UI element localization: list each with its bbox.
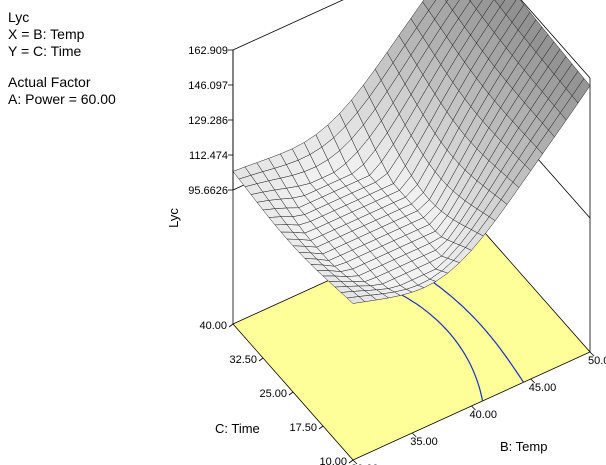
z-tick-label: 95.6626 xyxy=(188,185,228,197)
actual-factor-title: Actual Factor xyxy=(8,74,91,90)
x-tick xyxy=(471,405,476,411)
x-tick xyxy=(530,378,536,384)
z-tick-label: 162.909 xyxy=(188,45,228,57)
z-tick-label: 112.474 xyxy=(189,150,228,162)
y-tick xyxy=(258,357,264,362)
surface-cell xyxy=(444,0,449,3)
y-axis-label: C: Time xyxy=(215,421,260,436)
y-tick xyxy=(348,459,354,464)
x-factor-line: X = B: Temp xyxy=(8,26,85,42)
x-tick-label: 40.00 xyxy=(470,409,498,421)
tick-labels: 95.6626 112.474 129.286 146.097 162.909 30.00… xyxy=(188,45,606,465)
x-tick-label: 35.00 xyxy=(410,436,438,448)
x-tick xyxy=(589,351,595,357)
y-tick-label: 17.50 xyxy=(289,422,317,434)
z-axis-label: Lyc xyxy=(166,208,181,228)
y-tick xyxy=(288,391,294,396)
surface-cell xyxy=(571,78,591,104)
x-tick-label: 50.00 xyxy=(588,355,606,367)
y-tick-label: 40.00 xyxy=(199,320,227,332)
y-tick xyxy=(228,323,234,328)
response-surface xyxy=(232,0,591,304)
response-name: Lyc xyxy=(8,9,30,25)
surface-cell xyxy=(494,0,506,8)
y-factor-line: Y = C: Time xyxy=(8,43,82,59)
surface-cell xyxy=(422,0,437,11)
surface-cell xyxy=(469,0,483,10)
legend-block: Lyc X = B: Temp Y = C: Time Actual Facto… xyxy=(8,9,116,108)
x-tick-label: 30.00 xyxy=(351,463,379,465)
y-tick-label: 32.50 xyxy=(229,354,257,366)
tick-marks xyxy=(228,49,595,465)
y-tick-label: 25.00 xyxy=(259,388,287,400)
y-tick xyxy=(318,425,324,430)
x-tick xyxy=(352,459,358,465)
z-tick-label: 129.286 xyxy=(188,115,228,127)
surface-cell xyxy=(446,0,460,11)
x-axis-label: B: Temp xyxy=(500,439,547,454)
actual-factor-value: A: Power = 60.00 xyxy=(8,91,116,107)
x-tick xyxy=(411,432,417,438)
x-tick-label: 45.00 xyxy=(529,382,557,394)
frame-edge xyxy=(232,0,344,51)
frame-edge xyxy=(520,0,591,79)
y-tick-label: 10.00 xyxy=(319,456,347,465)
z-tick-label: 146.097 xyxy=(188,80,228,92)
